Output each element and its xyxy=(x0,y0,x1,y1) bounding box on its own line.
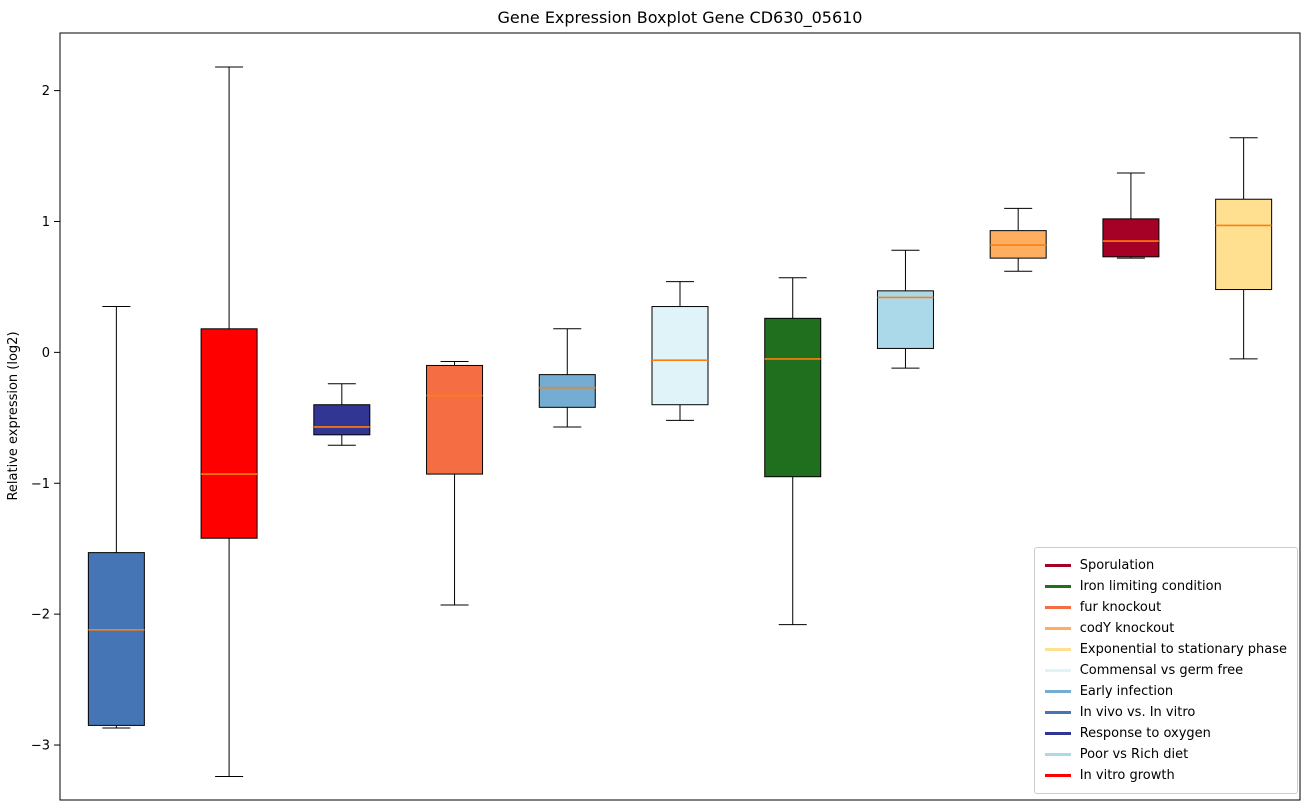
legend-line-swatch xyxy=(1044,627,1071,630)
legend-item-label: Commensal vs germ free xyxy=(1079,663,1244,678)
legend-item: Poor vs Rich diet xyxy=(1044,744,1287,765)
legend-item: Exponential to stationary phase xyxy=(1044,639,1287,660)
box-3 xyxy=(426,364,484,475)
y-tick-label: 0 xyxy=(42,346,50,361)
legend-item-label: Iron limiting condition xyxy=(1079,579,1222,594)
plot-area: 2 1 0 −1 −2 −3 xyxy=(31,32,1301,801)
box-6 xyxy=(764,317,822,478)
legend-line-swatch xyxy=(1044,606,1071,609)
plot-frame xyxy=(59,32,1301,801)
box-9 xyxy=(1102,218,1160,258)
legend-item-label: Sporulation xyxy=(1079,558,1155,573)
legend-line-swatch xyxy=(1044,690,1071,693)
legend-item-label: In vitro growth xyxy=(1079,768,1175,783)
y-axis-label: Relative expression (log2) xyxy=(6,331,21,500)
box-5 xyxy=(651,306,709,406)
legend-item-label: Response to oxygen xyxy=(1079,726,1211,741)
legend-item: In vitro growth xyxy=(1044,765,1287,786)
legend-item: Response to oxygen xyxy=(1044,723,1287,744)
legend-item: Early infection xyxy=(1044,681,1287,702)
y-tick-label: −1 xyxy=(31,477,50,492)
legend-item-label: Exponential to stationary phase xyxy=(1079,642,1287,657)
box-10 xyxy=(1215,198,1273,291)
y-tick-label: 1 xyxy=(42,215,50,230)
chart-title: Gene Expression Boxplot Gene CD630_05610 xyxy=(498,8,863,28)
legend-item-label: Poor vs Rich diet xyxy=(1079,747,1189,762)
legend-line-swatch xyxy=(1044,564,1071,567)
legend-item: Iron limiting condition xyxy=(1044,576,1287,597)
box-7 xyxy=(876,290,934,349)
legend-item: Commensal vs germ free xyxy=(1044,660,1287,681)
legend-line-swatch xyxy=(1044,669,1071,672)
box-4 xyxy=(538,374,596,408)
legend-item: fur knockout xyxy=(1044,597,1287,618)
box-1 xyxy=(200,328,258,539)
legend: Sporulation Iron limiting condition fur kn… xyxy=(1033,547,1298,794)
legend-item: codY knockout xyxy=(1044,618,1287,639)
legend-item-label: In vivo vs. In vitro xyxy=(1079,705,1196,720)
legend-item-label: codY knockout xyxy=(1079,621,1175,636)
y-tick-label: −3 xyxy=(31,739,50,754)
box-2 xyxy=(313,404,371,436)
legend-line-swatch xyxy=(1044,585,1071,588)
legend-line-swatch xyxy=(1044,711,1071,714)
y-tick-label: 2 xyxy=(42,84,50,99)
legend-item-label: Early infection xyxy=(1079,684,1174,699)
legend-item: In vivo vs. In vitro xyxy=(1044,702,1287,723)
legend-line-swatch xyxy=(1044,732,1071,735)
legend-item: Sporulation xyxy=(1044,555,1287,576)
box-0 xyxy=(87,552,145,726)
legend-line-swatch xyxy=(1044,753,1071,756)
legend-line-swatch xyxy=(1044,648,1071,651)
legend-item-label: fur knockout xyxy=(1079,600,1162,615)
legend-line-swatch xyxy=(1044,774,1071,777)
y-tick-label: −2 xyxy=(31,608,50,623)
